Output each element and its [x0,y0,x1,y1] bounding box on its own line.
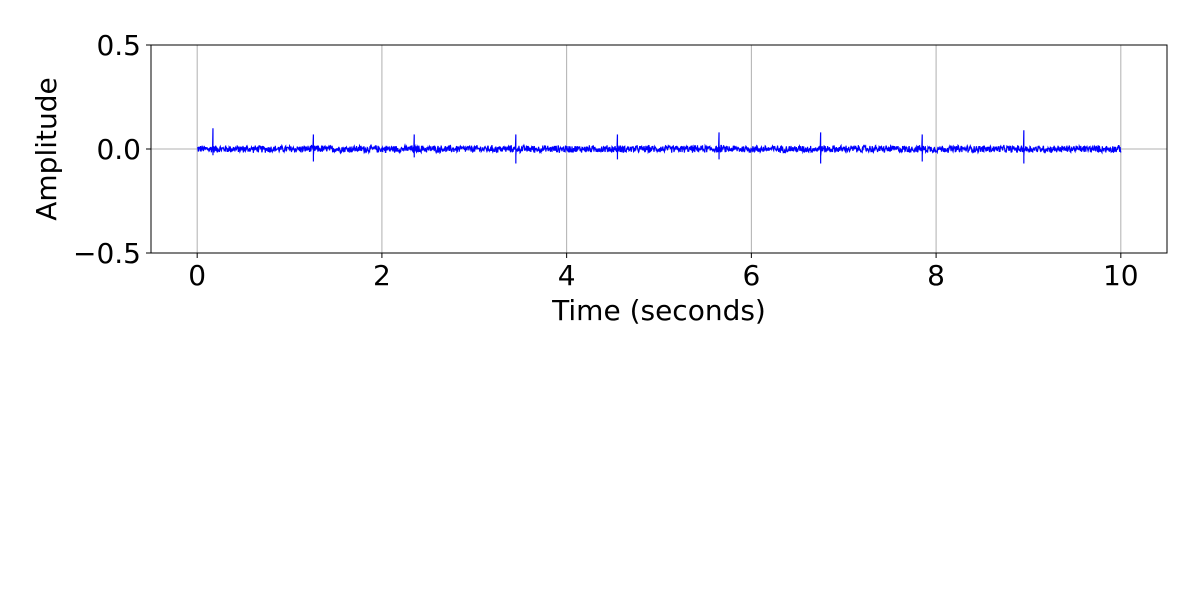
x-tick-label: 10 [1103,259,1139,292]
y-axis-label: Amplitude [30,77,63,221]
x-tick-label: 0 [188,259,206,292]
signal-line-series [196,128,1122,164]
y-axis-ticks: −0.5 0.0 0.5 [73,29,151,270]
x-tick-label: 8 [927,259,945,292]
y-tick-label: −0.5 [73,237,141,270]
y-tick-label: 0.5 [96,29,141,62]
x-axis-ticks: 0 2 4 6 8 10 [188,253,1139,292]
x-tick-label: 6 [742,259,760,292]
y-tick-label: 0.0 [96,133,141,166]
x-tick-label: 4 [558,259,576,292]
x-tick-label: 2 [373,259,391,292]
x-axis-label: Time (seconds) [551,294,766,327]
plot-area [196,128,1122,164]
